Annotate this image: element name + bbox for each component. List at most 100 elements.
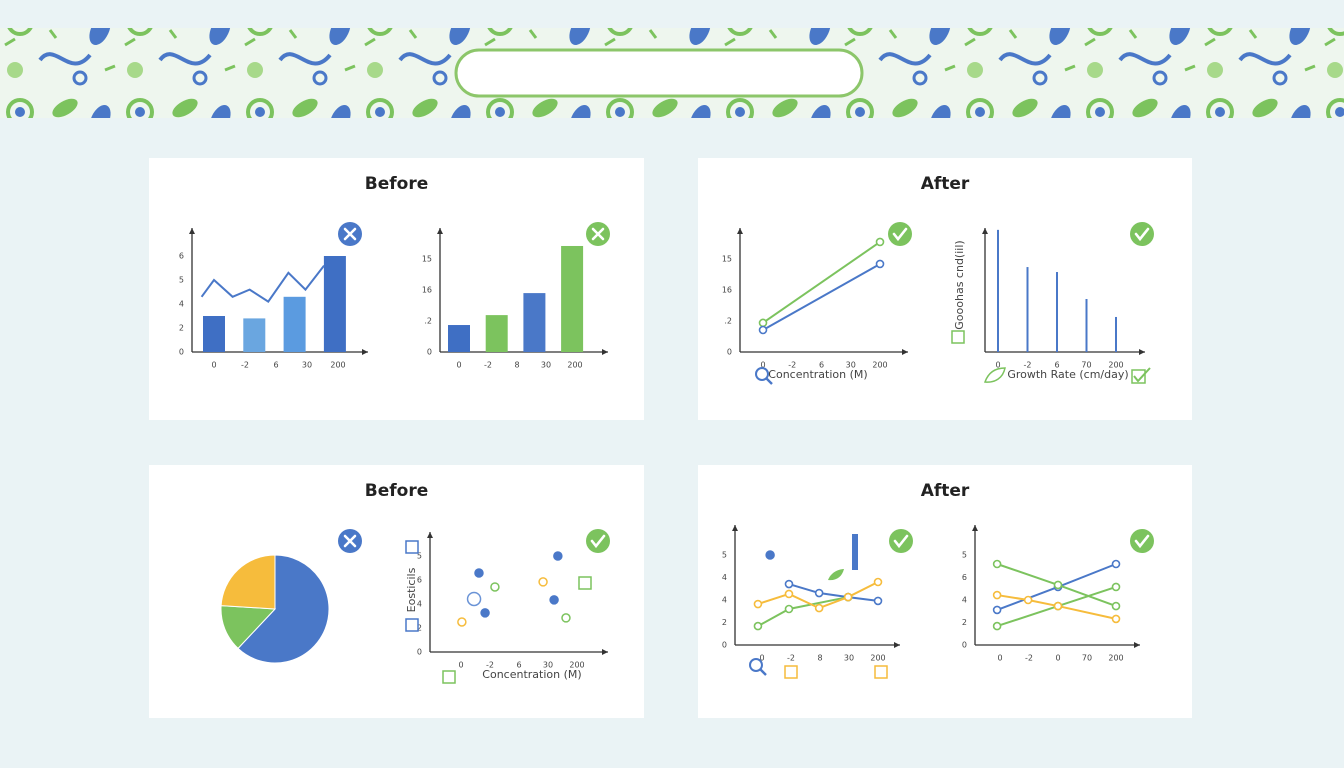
x-tick-label: 200 <box>1108 361 1123 370</box>
x-tick-label: 0 <box>759 654 764 663</box>
x-tick-label: 200 <box>872 361 887 370</box>
bar <box>561 245 584 352</box>
bar <box>485 315 508 352</box>
line-point <box>1111 582 1121 592</box>
line-point <box>875 259 885 269</box>
x-tick-label: 8 <box>514 361 519 370</box>
line-point <box>758 318 768 328</box>
x-tick-label: -2 <box>787 654 795 663</box>
legend-square-icon <box>405 618 419 632</box>
y-tick-label: 5 <box>417 552 422 561</box>
x-axis-label: Concentration (M) <box>768 368 867 381</box>
line-point <box>814 588 824 598</box>
status-icon <box>1134 534 1150 549</box>
x-tick-label: 200 <box>330 361 345 370</box>
x-axis-label: Concentration (M) <box>482 668 581 681</box>
x-tick-label: 0 <box>458 661 463 670</box>
bar <box>448 325 470 352</box>
panel-title: Before <box>365 481 428 501</box>
scatter-point <box>480 608 490 618</box>
line-point <box>1111 601 1121 611</box>
leaf-icon <box>828 569 844 581</box>
bar <box>323 256 346 352</box>
line-point <box>1053 580 1063 590</box>
pie-slice <box>220 554 276 610</box>
line-point <box>1111 559 1121 569</box>
scatter-point <box>457 617 467 627</box>
line-point <box>784 604 794 614</box>
search-icon <box>755 367 769 381</box>
line-point <box>1053 601 1063 611</box>
axis <box>739 228 908 353</box>
status-icon <box>343 227 357 241</box>
line-point <box>992 590 1002 600</box>
x-tick-label: 200 <box>567 361 582 370</box>
y-axis-label: Eosticils <box>405 567 418 612</box>
pie-slice <box>237 554 330 664</box>
line-point <box>753 599 763 609</box>
x-tick-label: 30 <box>846 361 856 370</box>
y-tick-label: 4 <box>962 596 967 605</box>
legend-square-icon <box>874 665 888 679</box>
search-icon <box>749 658 763 672</box>
search-box[interactable] <box>454 48 864 98</box>
y-tick-label: 0 <box>722 641 727 650</box>
x-tick-label: 6 <box>1054 361 1059 370</box>
x-tick-label: 30 <box>541 361 551 370</box>
bar <box>523 293 546 352</box>
status-badge <box>1130 222 1154 246</box>
y-tick-label: 2 <box>179 324 184 333</box>
x-tick-label: 70 <box>1081 361 1091 370</box>
y-tick-label: 0 <box>179 348 184 357</box>
bar <box>283 296 306 352</box>
x-tick-label: 70 <box>1082 654 1092 663</box>
line-point <box>1023 595 1033 605</box>
x-tick-label: -2 <box>788 361 796 370</box>
x-tick-label: -2 <box>484 361 492 370</box>
y-tick-label: 4 <box>417 600 422 609</box>
y-tick-label: 4 <box>722 596 727 605</box>
axis <box>984 228 1145 353</box>
y-tick-label: 0 <box>417 648 422 657</box>
y-axis-label: Gooohas cnd(iil) <box>953 240 966 329</box>
status-icon <box>892 227 908 242</box>
scatter-point <box>490 582 500 592</box>
y-tick-label: 5 <box>722 551 727 560</box>
status-icon <box>591 227 605 241</box>
data-line <box>200 264 325 303</box>
y-tick-label: 4 <box>179 300 184 309</box>
y-tick-label: 15 <box>722 255 732 264</box>
x-tick-label: -2 <box>1024 361 1032 370</box>
x-tick-label: 0 <box>997 654 1002 663</box>
y-tick-label: 2 <box>722 618 727 627</box>
x-tick-label: 6 <box>819 361 824 370</box>
scatter-point <box>538 577 548 587</box>
data-line <box>996 594 1117 620</box>
scatter-point <box>474 568 484 578</box>
line-point <box>873 596 883 606</box>
check-box <box>1131 369 1146 384</box>
x-axis-label: Growth Rate (cm/day) <box>1007 368 1128 381</box>
scatter-point <box>466 591 482 607</box>
scatter-point <box>561 613 571 623</box>
y-tick-label: 0 <box>427 348 432 357</box>
x-tick-label: 0 <box>760 361 765 370</box>
status-icon <box>590 534 606 549</box>
scatter-point <box>765 550 775 560</box>
line-point <box>875 237 885 247</box>
data-line <box>762 263 881 331</box>
y-tick-label: 16 <box>722 286 732 295</box>
panel-title: Before <box>365 174 428 194</box>
line-point <box>873 577 883 587</box>
panel-title: After <box>921 174 970 194</box>
y-tick-label: 2 <box>962 618 967 627</box>
line-point <box>784 589 794 599</box>
x-tick-label: 0 <box>995 361 1000 370</box>
y-tick-label: 0 <box>962 641 967 650</box>
check-box <box>951 330 965 344</box>
legend-square-icon <box>442 670 456 684</box>
x-tick-label: 8 <box>817 654 822 663</box>
line-point <box>843 592 853 602</box>
status-badge <box>889 529 913 553</box>
